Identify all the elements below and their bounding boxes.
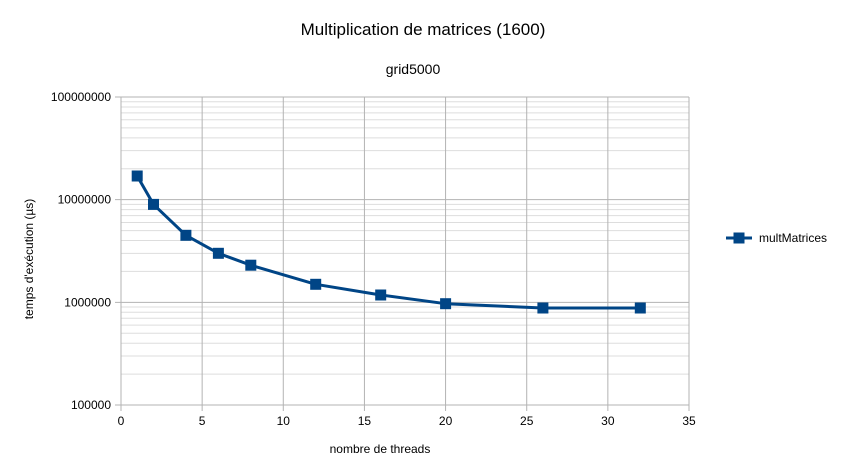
series-group [131, 170, 646, 314]
plot-grid [115, 96, 690, 411]
legend-label: multMatrices [759, 231, 827, 245]
y-tick-label: 1000000 [64, 295, 111, 309]
data-point [440, 298, 452, 310]
x-tick-label: 15 [358, 414, 372, 428]
x-tick-label: 20 [439, 414, 453, 428]
plot-axes [120, 97, 689, 406]
legend: multMatrices [726, 231, 827, 245]
data-point [148, 198, 159, 210]
series-line [135, 175, 641, 310]
chart-subtitle: grid5000 [386, 61, 441, 77]
y-axis-label: temps d'exécution (µs) [22, 199, 36, 320]
tick-labels: 100000 1000000 10000000 100000000 0 5 10 15 20 25… [51, 90, 696, 428]
chart-title: Multiplication de matrices (1600) [301, 20, 546, 39]
x-tick-label: 5 [199, 414, 206, 428]
x-tick-label: 35 [682, 414, 696, 428]
data-point [375, 289, 387, 301]
x-tick-label: 25 [520, 414, 534, 428]
y-tick-label: 100000 [71, 398, 111, 412]
data-point [131, 170, 143, 182]
y-tick-label: 100000000 [51, 90, 111, 104]
x-tick-label: 30 [601, 414, 615, 428]
data-point [212, 247, 224, 259]
data-point [537, 302, 549, 314]
x-tick-label: 10 [277, 414, 291, 428]
y-tick-label: 10000000 [58, 193, 112, 207]
x-tick-label: 0 [118, 414, 125, 428]
legend-marker [733, 232, 745, 244]
data-point [180, 229, 192, 241]
data-point [245, 259, 257, 271]
data-point [634, 302, 646, 314]
data-point [310, 278, 322, 290]
x-axis-label: nombre de threads [330, 442, 431, 456]
